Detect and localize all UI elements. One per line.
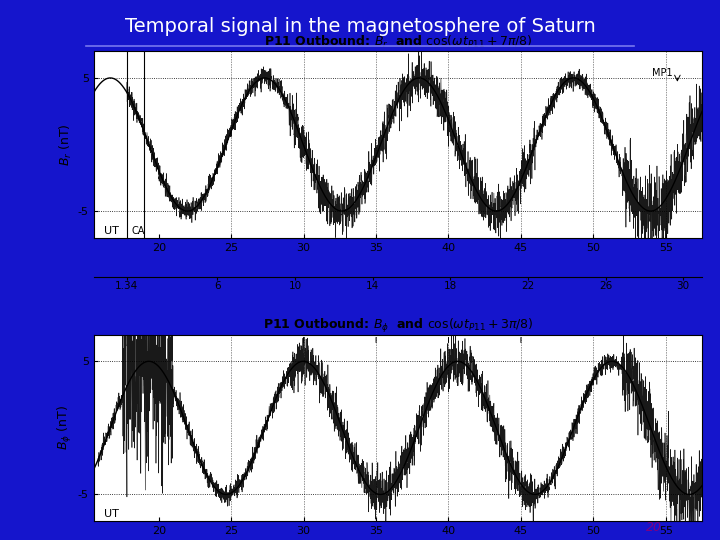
Title: P11 Outbound: $B_\phi$  and $\cos(\omega t_{P11} + 3\pi/8)$: P11 Outbound: $B_\phi$ and $\cos(\omega … xyxy=(263,316,533,335)
Text: MP1: MP1 xyxy=(652,68,673,78)
Title: P11 Outbound: $B_r$  and $\cos(\omega t_{P11} + 7\pi/8)$: P11 Outbound: $B_r$ and $\cos(\omega t_{… xyxy=(264,33,532,50)
Text: 20: 20 xyxy=(647,521,662,534)
Text: UT: UT xyxy=(104,509,119,519)
Y-axis label: $B_r$ (nT): $B_r$ (nT) xyxy=(58,123,73,166)
Y-axis label: $B_\phi$ (nT): $B_\phi$ (nT) xyxy=(55,406,73,450)
Text: CA: CA xyxy=(131,226,145,236)
Text: UT: UT xyxy=(104,226,119,236)
Text: Temporal signal in the magnetosphere of Saturn: Temporal signal in the magnetosphere of … xyxy=(125,17,595,36)
